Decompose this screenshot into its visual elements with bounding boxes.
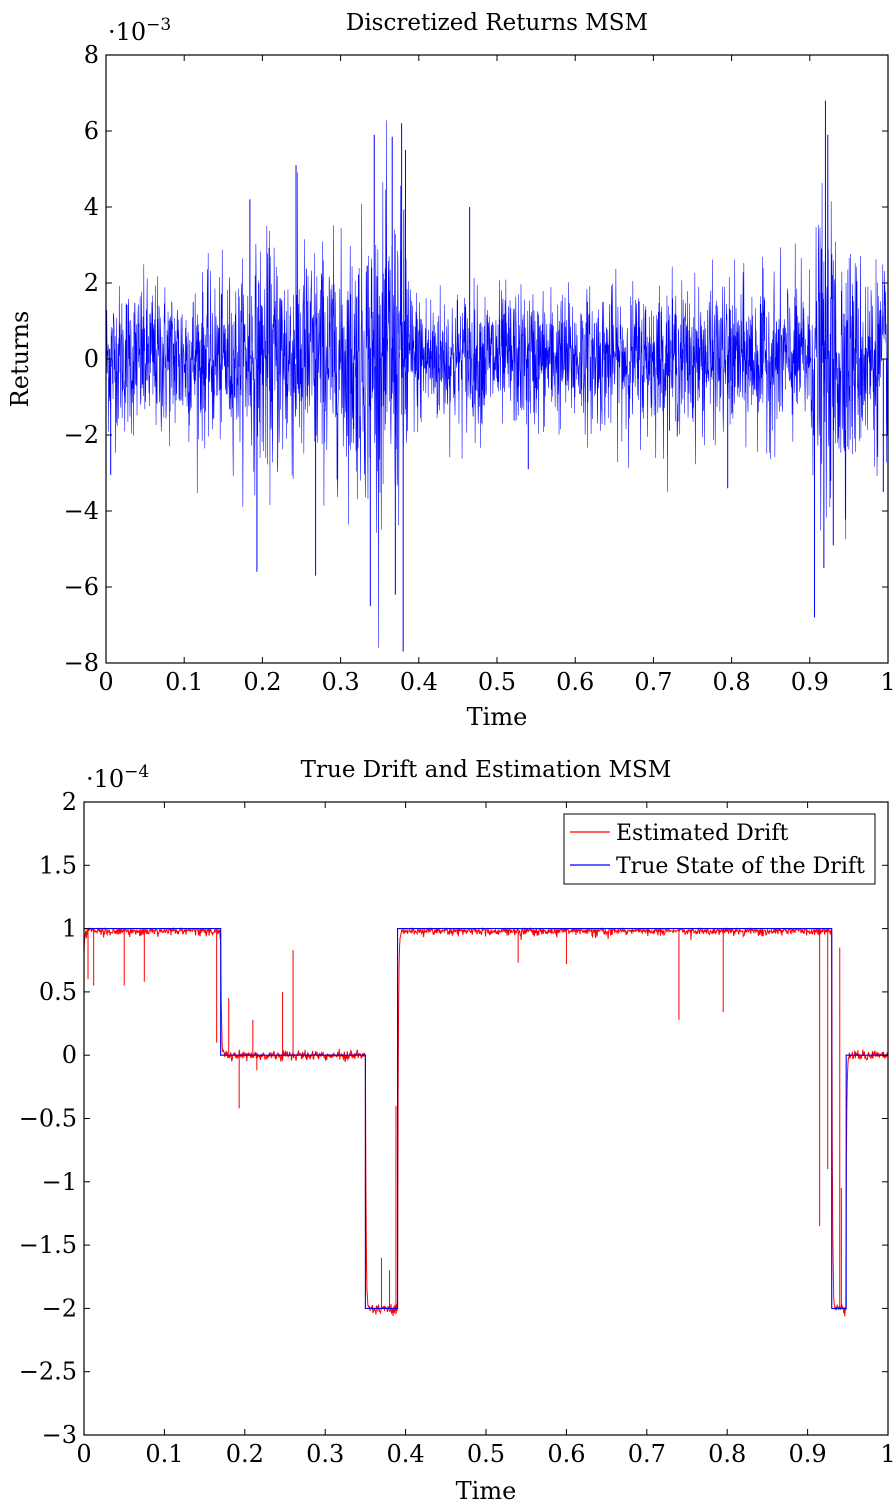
chart1-y-axis-label: Returns (6, 311, 34, 408)
chart2-x-tick-label: 0.5 (467, 1440, 505, 1468)
chart2-series (83, 926, 889, 1317)
chart2-plot-frame (83, 801, 889, 1436)
chart1-y-tick-label: −2 (64, 421, 99, 449)
chart2-y-tick-label: 1.5 (39, 851, 77, 879)
returns-line (105, 120, 889, 648)
chart2-x-tick-label: 1 (880, 1440, 895, 1468)
chart1-title: Discretized Returns MSM (346, 10, 648, 36)
chart1-returns-series (105, 100, 889, 652)
chart2-x-tick-label: 0.3 (306, 1440, 344, 1468)
chart2-x-tick-label: 0.7 (628, 1440, 666, 1468)
legend-box (563, 813, 876, 885)
chart2-y-tick-label: 2 (62, 788, 77, 816)
chart2-x-tick-label: 0 (76, 1440, 91, 1468)
estimated-drift-line (83, 926, 889, 1317)
chart1-x-ticks: 0 0.1 0.2 0.3 0.4 0.5 0.6 0.7 0.8 0.9 1 (98, 55, 896, 696)
chart2-x-tick-label: 0.6 (547, 1440, 585, 1468)
chart1-x-tick-label: 0.9 (791, 668, 829, 696)
chart1-x-tick-label: 0.5 (478, 668, 516, 696)
chart2-y-tick-label: 0.5 (39, 978, 77, 1006)
chart1-x-axis-label: Time (467, 703, 528, 731)
chart1-y-tick-label: 8 (84, 41, 99, 69)
chart2-y-tick-label: −2 (42, 1294, 77, 1322)
chart1-x-tick-label: 0.4 (400, 668, 438, 696)
true-drift-line (84, 928, 888, 1309)
chart2-x-tick-label: 0.8 (708, 1440, 746, 1468)
chart2-x-axis-label: Time (456, 1477, 517, 1505)
chart1-x-tick-label: 0.1 (165, 668, 203, 696)
legend-label-true: True State of the Drift (616, 854, 865, 879)
chart2-y-tick-label: −2.5 (19, 1358, 77, 1386)
legend-label-estimated: Estimated Drift (616, 821, 788, 846)
returns-chart: Discretized Returns MSM 0 0.1 0.2 0.3 0.4 0.5… (6, 10, 896, 731)
chart1-y-tick-label: −8 (64, 649, 99, 677)
chart1-y-tick-label: 0 (84, 345, 99, 373)
chart1-x-tick-label: 0 (98, 668, 113, 696)
chart1-y-multiplier: ·10−3 (108, 15, 171, 46)
chart2-legend: Estimated Drift True State of the Drift (563, 813, 876, 885)
chart2-y-tick-label: −3 (42, 1421, 77, 1449)
chart2-x-tick-label: 0.2 (226, 1440, 264, 1468)
chart2-title: True Drift and Estimation MSM (301, 757, 672, 783)
chart1-y-tick-label: −6 (64, 573, 99, 601)
chart1-x-tick-label: 0.8 (713, 668, 751, 696)
chart1-x-tick-label: 1 (880, 668, 895, 696)
chart2-x-tick-label: 0.9 (789, 1440, 827, 1468)
chart2-x-ticks: 0 0.1 0.2 0.3 0.4 0.5 0.6 0.7 0.8 0.9 1 (76, 802, 896, 1468)
chart1-x-tick-label: 0.2 (243, 668, 281, 696)
chart1-x-tick-label: 0.6 (556, 668, 594, 696)
chart1-x-tick-label: 0.7 (634, 668, 672, 696)
chart2-y-tick-label: 1 (62, 915, 77, 943)
chart2-y-tick-label: −0.5 (19, 1105, 77, 1133)
chart1-x-tick-label: 0.3 (322, 668, 360, 696)
chart1-y-tick-label: 6 (84, 117, 99, 145)
chart2-y-multiplier: ·10−4 (86, 762, 149, 793)
chart1-y-tick-label: 4 (84, 193, 99, 221)
chart2-x-tick-label: 0.1 (145, 1440, 183, 1468)
drift-chart: True Drift and Estimation MSM 0 0.1 0.2 0.3… (19, 757, 896, 1505)
chart1-y-tick-label: 2 (84, 269, 99, 297)
chart1-y-ticks: −8 −6 −4 −2 0 2 4 6 8 (64, 41, 888, 677)
chart2-x-tick-label: 0.4 (387, 1440, 425, 1468)
chart2-y-tick-label: 0 (62, 1041, 77, 1069)
chart1-y-tick-label: −4 (64, 497, 99, 525)
chart2-y-tick-label: −1.5 (19, 1231, 77, 1259)
chart2-y-tick-label: −1 (42, 1168, 77, 1196)
chart2-y-ticks: −3 −2.5 −2 −1.5 −1 −0.5 0 0.5 1 1.5 2 (19, 788, 888, 1449)
